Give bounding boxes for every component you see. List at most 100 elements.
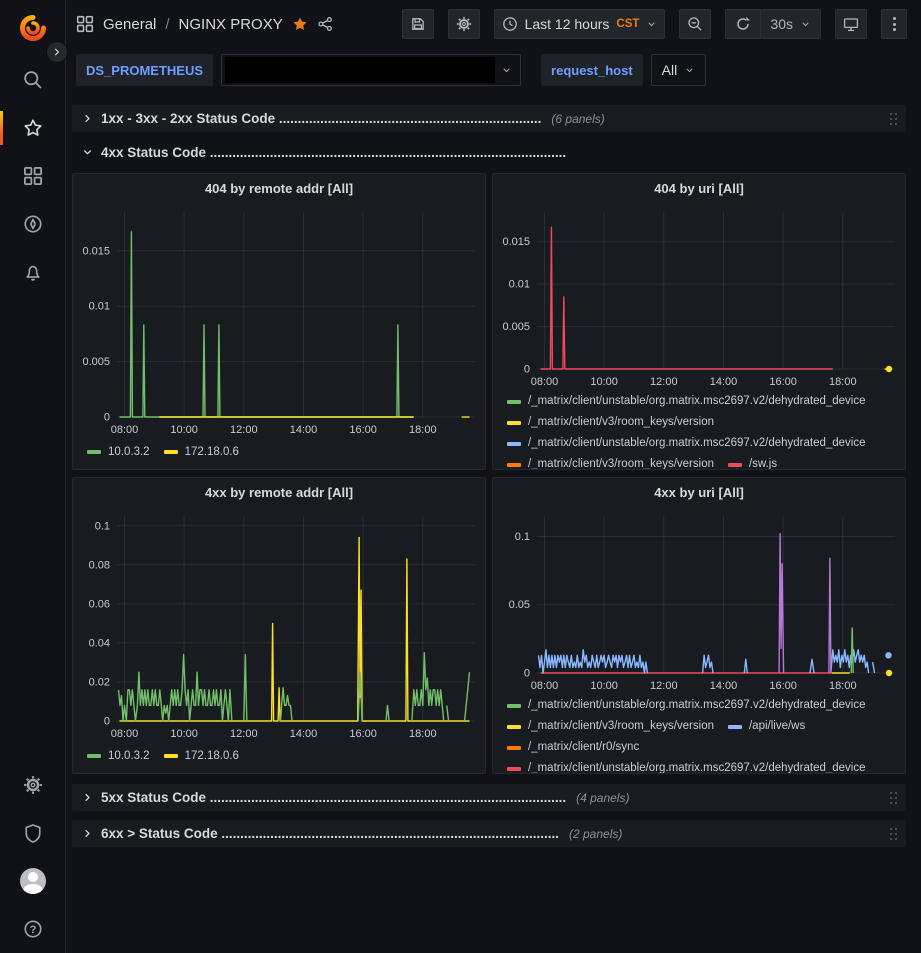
cycle-view-mode-button[interactable] <box>835 9 867 39</box>
avatar <box>19 868 46 894</box>
legend-label: /sw.js <box>748 458 778 469</box>
panel-404-by-uri: 404 by uri [All] 0 0.005 0.01 0.015 08:00 10:… <box>492 173 906 470</box>
favorites-icon <box>23 118 43 138</box>
time-series-plot[interactable]: 0 0.02 0.04 0.06 0.08 0.1 08:00 10:00 12:00 14:00… <box>73 506 485 743</box>
save-dashboard-button[interactable] <box>401 9 434 39</box>
legend-swatch <box>507 441 521 446</box>
time-series-plot[interactable]: 0 0.005 0.01 0.015 08:00 10:00 12:00 14:00 16:00… <box>493 202 905 391</box>
legend-item[interactable]: /_matrix/client/v3/room_keys/version <box>507 718 714 735</box>
panel-4xx-by-uri: 4xx by uri [All] 0 0.05 0.1 08:00 10:00 12:00… <box>492 477 906 774</box>
drag-handle-icon[interactable] <box>890 112 897 125</box>
chevron-down-icon <box>684 65 695 76</box>
legend-item[interactable]: 172.18.0.6 <box>163 444 239 461</box>
row-5xx[interactable]: 5xx Status Code ........................… <box>72 784 906 811</box>
sidebar-item-configuration[interactable] <box>0 761 66 809</box>
panel-grid: 404 by remote addr [All] 0 0.005 0.01 0.015… <box>72 173 906 774</box>
svg-text:0.05: 0.05 <box>509 599 530 611</box>
legend-swatch <box>507 724 521 729</box>
svg-text:18:00: 18:00 <box>829 680 857 692</box>
panel-title[interactable]: 4xx by remote addr [All] <box>204 484 354 500</box>
refresh-interval-label: 30s <box>770 16 793 32</box>
refresh-button[interactable] <box>726 10 760 38</box>
svg-text:0.01: 0.01 <box>509 279 530 291</box>
svg-text:0.08: 0.08 <box>89 559 110 571</box>
row-6xx[interactable]: 6xx > Status Code ......................… <box>72 820 906 847</box>
apps-icon[interactable] <box>76 15 94 33</box>
svg-text:14:00: 14:00 <box>290 728 318 740</box>
main-area: General / NGINX PROXY Last 12 hours CST … <box>66 0 921 953</box>
row-1xx-3xx-2xx[interactable]: 1xx - 3xx - 2xx Status Code ............… <box>72 105 906 132</box>
legend-label: /_matrix/client/v3/room_keys/version <box>528 720 714 732</box>
sidebar-item-server-admin[interactable] <box>0 809 66 857</box>
request-host-value: All <box>661 62 678 78</box>
share-icon[interactable] <box>317 16 333 32</box>
time-range-picker[interactable]: Last 12 hours CST <box>493 9 666 39</box>
legend-item[interactable]: /_matrix/client/unstable/org.matrix.msc2… <box>507 393 866 410</box>
legend-item[interactable]: /sw.js <box>727 456 778 469</box>
drag-handle-icon[interactable] <box>890 791 897 804</box>
datasource-variable-label[interactable]: DS_PROMETHEUS <box>76 54 214 86</box>
svg-text:0.1: 0.1 <box>515 531 530 543</box>
clock-icon <box>502 16 518 32</box>
expand-sidebar-icon <box>51 46 63 58</box>
sidebar-item-favorites[interactable] <box>0 104 66 152</box>
legend-label: /_matrix/client/unstable/org.matrix.msc2… <box>528 762 866 773</box>
dashboard-settings-button[interactable] <box>447 9 480 39</box>
legend-item[interactable]: 10.0.3.2 <box>87 444 150 461</box>
legend-item[interactable]: 10.0.3.2 <box>87 748 150 765</box>
legend-swatch <box>507 420 521 425</box>
svg-text:16:00: 16:00 <box>349 424 377 436</box>
top-navbar: General / NGINX PROXY Last 12 hours CST … <box>66 0 921 48</box>
row-title: 1xx - 3xx - 2xx Status Code ............… <box>101 111 542 126</box>
legend-item[interactable]: /_matrix/client/unstable/org.matrix.msc2… <box>507 760 866 773</box>
refresh-interval-picker[interactable]: 30s <box>760 10 820 38</box>
svg-text:12:00: 12:00 <box>650 680 678 692</box>
svg-text:0: 0 <box>104 716 110 728</box>
time-series-plot[interactable]: 0 0.05 0.1 08:00 10:00 12:00 14:00 16:00 18:00 <box>493 506 905 695</box>
chevron-right-icon <box>81 112 94 125</box>
legend-item[interactable]: /_matrix/client/unstable/org.matrix.msc2… <box>507 697 866 714</box>
drag-handle-icon[interactable] <box>890 827 897 840</box>
settings-icon <box>456 16 472 32</box>
svg-text:0: 0 <box>104 412 110 424</box>
refresh-icon <box>735 16 751 32</box>
time-series-plot[interactable]: 0 0.005 0.01 0.015 08:00 10:00 12:00 14:00 16:00… <box>73 202 485 439</box>
request-host-variable-label[interactable]: request_host <box>541 54 643 86</box>
star-icon[interactable] <box>292 16 308 32</box>
svg-text:0.015: 0.015 <box>82 245 110 257</box>
legend-label: 10.0.3.2 <box>108 749 150 762</box>
help-icon <box>23 919 43 939</box>
kebab-icon <box>892 17 896 31</box>
legend-label: /_matrix/client/unstable/org.matrix.msc2… <box>528 699 866 711</box>
panel-title[interactable]: 404 by uri [All] <box>654 180 744 196</box>
sidebar-item-explore[interactable] <box>0 200 66 248</box>
alerting-icon <box>23 262 43 282</box>
legend-item[interactable]: /_matrix/client/v3/room_keys/version <box>507 414 714 431</box>
svg-text:0.01: 0.01 <box>89 301 110 313</box>
sidebar-item-alerting[interactable] <box>0 248 66 296</box>
request-host-variable-select[interactable]: All <box>650 54 707 86</box>
expand-sidebar-button[interactable] <box>46 41 68 63</box>
legend-label: 172.18.0.6 <box>184 445 239 458</box>
sidebar-item-dashboards[interactable] <box>0 152 66 200</box>
breadcrumb-section[interactable]: General <box>103 15 157 33</box>
sidebar-item-profile[interactable] <box>0 857 66 905</box>
legend-item[interactable]: /_matrix/client/r0/sync <box>507 739 639 756</box>
panel-title[interactable]: 4xx by uri [All] <box>654 484 744 500</box>
legend-item[interactable]: /_matrix/client/v3/room_keys/version <box>507 456 714 469</box>
sidebar-item-search[interactable] <box>0 56 66 104</box>
legend-item[interactable]: 172.18.0.6 <box>163 748 239 765</box>
grafana-logo[interactable] <box>0 0 65 56</box>
panel-title[interactable]: 404 by remote addr [All] <box>204 180 354 196</box>
row-4xx[interactable]: 4xx Status Code ........................… <box>72 141 906 164</box>
zoom-out-icon <box>687 16 703 32</box>
chevron-down-icon <box>646 19 657 30</box>
more-options-button[interactable] <box>881 9 907 39</box>
legend-item[interactable]: /api/live/ws <box>727 718 805 735</box>
legend-item[interactable]: /_matrix/client/unstable/org.matrix.msc2… <box>507 435 866 452</box>
datasource-variable-select[interactable] <box>221 54 522 86</box>
sidebar-item-help[interactable] <box>0 905 66 953</box>
zoom-out-time-button[interactable] <box>679 9 712 39</box>
legend-label: 172.18.0.6 <box>184 749 239 762</box>
svg-text:0.04: 0.04 <box>89 637 110 649</box>
